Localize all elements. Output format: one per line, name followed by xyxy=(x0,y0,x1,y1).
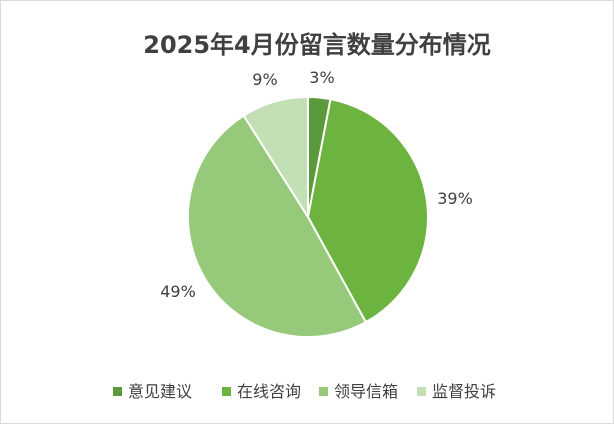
data-label-3: 49% xyxy=(160,282,196,301)
legend-swatch-4 xyxy=(417,387,426,396)
data-labels: 3% 39% 49% 9% xyxy=(160,68,473,301)
pie-slice-2 xyxy=(306,97,429,324)
data-label-2: 39% xyxy=(437,189,473,208)
data-label-1: 3% xyxy=(309,68,334,87)
legend: 意见建议 在线咨询 领导信箱 监督投诉 xyxy=(113,382,496,401)
pie-slice-4 xyxy=(242,95,309,221)
legend-swatch-3 xyxy=(319,387,328,396)
pie-slice-3 xyxy=(187,114,368,338)
legend-label-4: 监督投诉 xyxy=(432,382,496,401)
legend-swatch-1 xyxy=(113,387,122,396)
legend-label-2: 在线咨询 xyxy=(237,382,301,401)
legend-swatch-2 xyxy=(222,387,231,396)
pie-slices xyxy=(187,95,429,338)
chart-title: 2025年4月份留言数量分布情况 xyxy=(143,31,491,59)
legend-label-1: 意见建议 xyxy=(128,382,192,401)
data-label-4: 9% xyxy=(252,70,277,89)
legend-label-3: 领导信箱 xyxy=(334,382,398,401)
